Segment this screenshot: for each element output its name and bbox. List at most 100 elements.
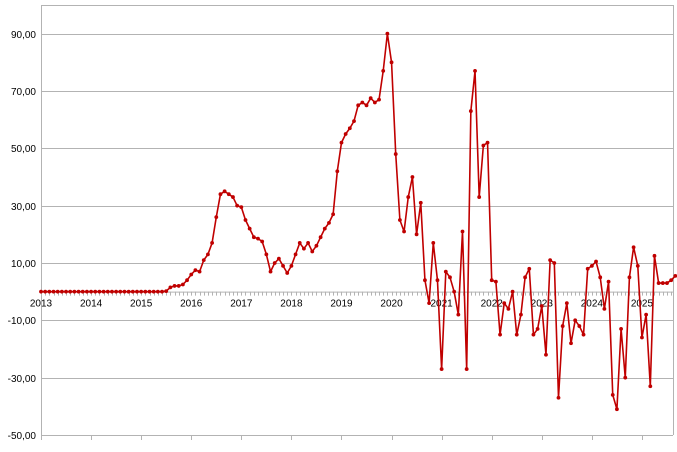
data-point: [548, 258, 553, 263]
data-point: [606, 279, 611, 284]
data-point: [306, 241, 310, 245]
data-point: [276, 256, 281, 261]
data-point: [493, 279, 498, 284]
y-tick-label: 50,00: [11, 144, 36, 155]
x-tick-label: 2018: [280, 299, 303, 310]
data-point: [377, 97, 381, 102]
data-point: [206, 252, 210, 257]
y-axis-tick-labels: 90,00 70,00 50,00 30,00 10,00 -10,00 -30,00 -50…: [8, 30, 37, 442]
x-tick-label: 2013: [30, 299, 53, 310]
data-point: [72, 289, 77, 294]
data-point: [218, 192, 223, 197]
data-point: [327, 220, 331, 225]
data-point: [368, 96, 373, 101]
data-point: [489, 278, 494, 283]
y-tick-label: -10,00: [8, 316, 37, 327]
data-point: [581, 332, 586, 337]
y-tick-label: -30,00: [8, 374, 37, 385]
data-point: [418, 200, 423, 205]
data-point: [631, 245, 636, 250]
data-point: [594, 259, 598, 264]
data-point: [210, 241, 215, 245]
data-point: [364, 103, 369, 108]
data-point: [297, 241, 302, 245]
x-tick-label: 2015: [130, 299, 153, 310]
data-point: [556, 395, 561, 400]
data-point: [615, 407, 619, 412]
data-point: [519, 312, 523, 317]
data-point: [673, 274, 677, 278]
data-point: [406, 195, 411, 199]
data-point: [452, 289, 457, 294]
data-point: [610, 392, 615, 397]
data-point: [652, 253, 657, 258]
y-tick-label: -50,00: [8, 431, 37, 442]
data-point: [143, 289, 148, 294]
data-point: [235, 203, 240, 208]
data-point: [180, 282, 185, 287]
data-point: [264, 252, 269, 257]
data-point: [185, 278, 189, 283]
data-point: [197, 269, 202, 274]
data-point: [110, 289, 114, 294]
data-point: [331, 212, 336, 217]
data-point: [389, 60, 394, 65]
data-point: [468, 109, 473, 113]
data-point: [448, 275, 452, 280]
x-tick-label: 2019: [330, 299, 353, 310]
x-tick-label: 2014: [80, 299, 103, 310]
data-point: [502, 301, 507, 306]
data-point: [427, 301, 432, 306]
data-point: [577, 324, 582, 328]
data-point: [352, 119, 356, 123]
data-point: [669, 278, 674, 283]
data-point: [226, 192, 231, 197]
data-point: [118, 289, 123, 294]
data-point: [398, 218, 402, 222]
data-point: [539, 304, 544, 308]
data-point: [477, 195, 482, 199]
data-point: [523, 275, 527, 280]
data-point: [360, 100, 365, 105]
data-point: [39, 289, 43, 294]
data-point: [64, 289, 68, 294]
data-point: [85, 289, 89, 294]
data-point: [189, 272, 194, 277]
data-point: [151, 289, 156, 294]
data-point: [93, 289, 98, 294]
data-point: [356, 103, 361, 108]
data-point: [193, 268, 198, 273]
data-point: [268, 269, 273, 274]
data-point: [285, 271, 290, 275]
data-point: [130, 289, 135, 294]
data-point: [201, 258, 206, 263]
data-point: [602, 306, 607, 311]
data-point: [160, 289, 164, 294]
data-point: [214, 215, 219, 220]
data-point: [410, 175, 415, 179]
data-point: [431, 241, 436, 245]
data-point: [623, 375, 628, 380]
data-point: [76, 289, 81, 294]
data-point: [498, 332, 502, 337]
data-point: [552, 261, 557, 265]
data-point: [635, 263, 640, 268]
data-point: [560, 324, 565, 328]
data-point: [585, 266, 590, 271]
x-tick-label: 2022: [481, 299, 504, 310]
data-point: [281, 263, 285, 268]
data-point: [435, 278, 440, 283]
data-point: [443, 269, 448, 274]
data-point: [514, 332, 519, 337]
y-tick-label: 10,00: [11, 259, 36, 270]
data-point: [126, 289, 131, 294]
data-point: [168, 285, 173, 290]
data-point: [243, 218, 248, 222]
data-point: [372, 100, 377, 105]
data-point: [385, 31, 390, 36]
data-point: [68, 289, 73, 294]
data-point: [423, 278, 427, 283]
data-point: [569, 341, 573, 346]
data-point: [439, 367, 444, 371]
data-point: [256, 236, 260, 241]
